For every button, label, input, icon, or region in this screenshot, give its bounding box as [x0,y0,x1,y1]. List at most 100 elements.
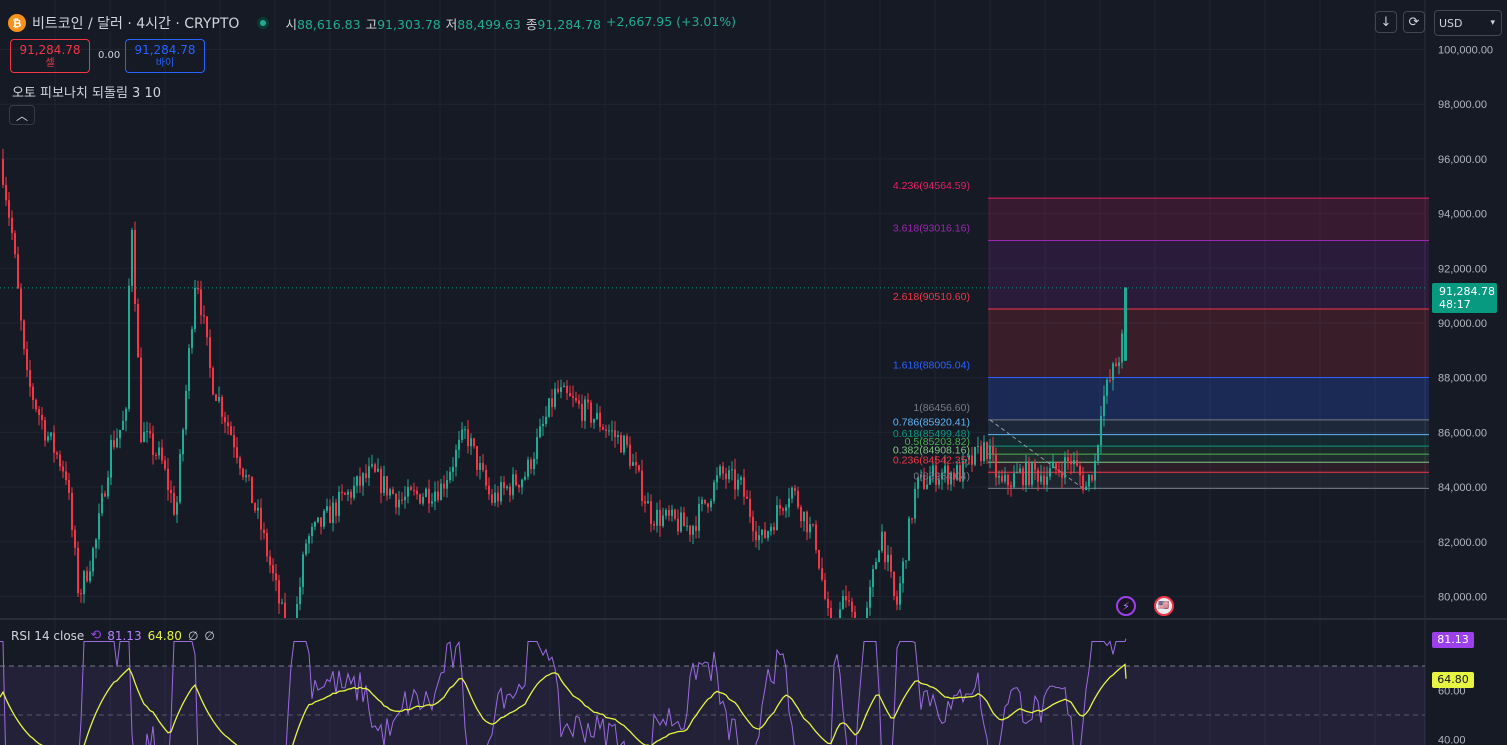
candle-body [284,602,286,618]
download-button[interactable]: ↓ [1375,11,1397,33]
candle-body [986,442,988,460]
candle-body [821,568,823,580]
indicator-legend[interactable]: 오토 피보나치 되돌림 3 10 [12,86,161,101]
candle-body [989,446,991,460]
candle-body [965,459,967,461]
candle-body [893,571,895,597]
candle-body [395,493,397,508]
fib-label: 0.236(84542.35) [893,454,970,466]
candle-body [1097,445,1099,461]
candle-body [29,370,31,387]
candle-body [80,593,82,595]
candle-body [926,484,928,489]
candle-body [320,517,322,527]
candle-body [251,476,253,504]
candle-body [467,429,469,447]
candle-body [44,420,46,441]
candle-body [791,487,793,499]
candle-body [68,479,70,493]
candle-body [617,435,619,437]
candle-body [932,465,934,476]
candle-body [623,435,625,453]
fib-zone [988,419,1429,435]
candle-body [689,525,691,535]
candle-body [1115,363,1117,367]
candle-body [248,475,250,477]
candle-body [149,431,151,434]
candle-body [875,561,877,570]
fib-zone [988,377,1429,420]
candle-body [1010,485,1012,488]
price-axis[interactable]: 100,000.00 98,000.00 96,000.00 94,000.00 92,… [1438,45,1493,745]
candle-body [1079,465,1081,476]
candle-body [254,503,256,511]
candle-body [1082,475,1084,491]
candle-body [809,524,811,533]
candle-body [329,506,331,524]
candle-body [1094,460,1096,481]
currency-select[interactable]: USD ▾ [1434,10,1502,36]
candle-body [779,505,781,509]
candle-body [203,315,205,317]
candle-body [1013,473,1015,488]
chevron-up-icon: ︿ [15,108,28,123]
candle-body [41,415,43,421]
candle-body [206,316,208,338]
candle-body [602,427,604,430]
bitcoin-icon: ₿ [8,14,26,32]
candle-body [1049,468,1051,477]
sell-button[interactable]: 91,284.78 셀 [10,39,90,73]
candle-body [182,429,184,455]
candle-body [722,466,724,474]
sync-icon: ⟲ [90,628,102,643]
candle-body [20,288,22,321]
candle-body [152,433,154,456]
collapse-button[interactable]: ︿ [9,105,35,125]
candle-body [929,475,931,485]
candle-body [77,547,79,594]
candle-body [497,492,499,502]
candle-body [5,184,7,201]
candle-body [776,505,778,531]
candle-body [1085,486,1087,491]
candle-body [404,496,406,501]
open-value: 88,616.83 [296,16,361,32]
candle-body [161,447,163,461]
candle-body [950,472,952,485]
price-tick-label: 98,000.00 [1438,99,1487,111]
candle-body [872,569,874,588]
buy-button[interactable]: 91,284.78 바이 [125,39,205,73]
candle-body [98,513,100,540]
refresh-button[interactable]: ⟳ [1403,11,1425,33]
candle-body [1043,475,1045,485]
candle-body [101,493,103,514]
candle-body [713,482,715,502]
candle-body [311,526,313,537]
candle-body [26,349,28,371]
candle-body [725,473,727,480]
candle-body [608,430,610,432]
candle-body [1070,460,1072,465]
fib-label: 4.236(94564.59) [893,180,970,192]
lightning-icon[interactable]: ⚡ [1116,596,1136,616]
candle-body [410,487,412,490]
candle-body [785,507,787,511]
candle-body [1022,468,1024,486]
symbol-title[interactable]: 비트코인 / 달러 · 4시간 · CRYPTO [32,16,240,32]
candle-body [1019,468,1021,472]
candle-body [335,502,337,516]
rsi-legend[interactable]: RSI 14 close ⟲ 81.13 64.80 ∅ ∅ [11,628,215,643]
candle-body [584,399,586,421]
fib-zone [988,198,1429,241]
candle-body [47,436,49,441]
candle-body [1064,457,1066,478]
candle-body [968,455,970,460]
candle-body [14,233,16,255]
us-flag-icon[interactable]: 🇺🇸 [1154,596,1174,616]
candle-body [1061,471,1063,478]
candle-body [758,535,760,541]
candle-body [1025,461,1027,486]
candle-body [656,509,658,526]
candle-body [59,454,61,467]
